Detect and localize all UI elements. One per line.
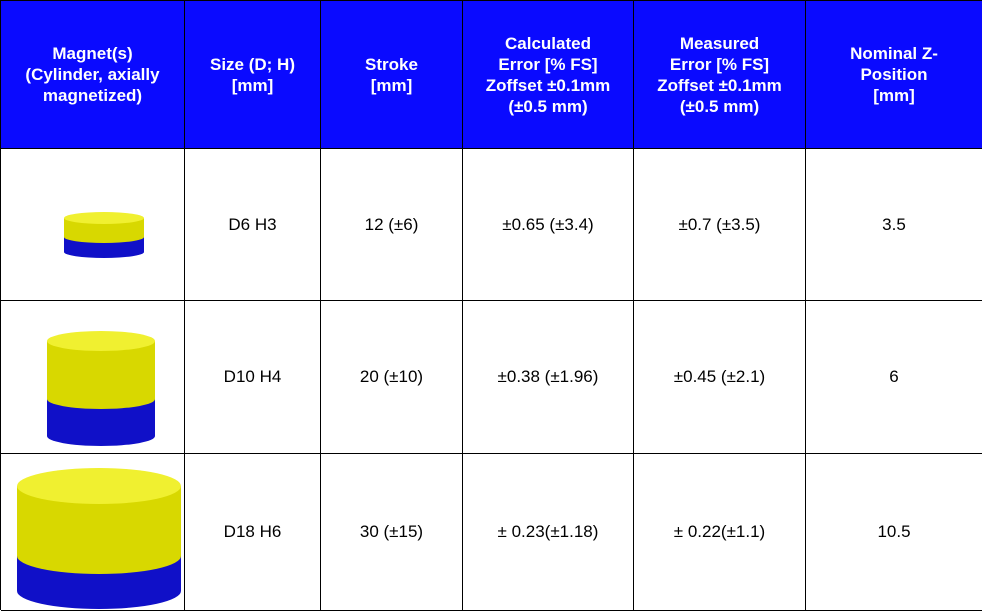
magnet-north xyxy=(47,341,155,409)
header-line: Calculated xyxy=(505,33,591,53)
table-cell: 12 (±6) xyxy=(321,149,463,301)
header-line: [mm] xyxy=(873,86,915,105)
header-cell: Size (D; H) [mm] xyxy=(185,1,321,149)
table-cell: D18 H6 xyxy=(185,454,321,611)
table-cell: ±0.45 (±2.1) xyxy=(634,301,806,454)
header-line: (Cylinder, axially xyxy=(25,65,160,84)
magnet-south xyxy=(64,237,144,258)
header-line: Nominal Z- xyxy=(850,44,938,63)
header-line: Position xyxy=(860,65,928,84)
header-line: Size (D; H) xyxy=(210,54,295,74)
magnet-cell xyxy=(1,301,185,454)
table-cell: D6 H3 xyxy=(185,149,321,301)
header-line: (±0.5 mm) xyxy=(679,96,760,116)
header-cell: Stroke [mm] xyxy=(321,1,463,149)
magnet-top xyxy=(64,212,144,224)
table-cell: 3.5 xyxy=(806,149,982,301)
header-cell: Measured Error [% FS] Zoffset ±0.1mm (±0.5 … xyxy=(634,1,806,149)
magnet-image xyxy=(47,331,155,446)
header-line: Error [% FS] xyxy=(669,54,770,74)
header-line: (±0.5 mm) xyxy=(508,96,588,116)
table-cell: D10 H4 xyxy=(185,301,321,454)
magnet-top xyxy=(17,468,181,504)
magnet-cell xyxy=(1,149,185,301)
header-cell: Nominal Z- Position [mm] xyxy=(806,1,982,149)
magnet-north xyxy=(17,486,181,574)
table-cell: ±0.65 (±3.4) xyxy=(463,149,634,301)
header-line: [mm] xyxy=(231,75,274,95)
table-cell: 6 xyxy=(806,301,982,454)
header-line: Measured xyxy=(679,33,760,53)
magnet-south xyxy=(47,399,155,446)
table-cell: 10.5 xyxy=(806,454,982,611)
header-line: Stroke xyxy=(365,54,418,74)
header-cell: Magnet(s) (Cylinder, axially magnetized) xyxy=(1,1,185,149)
table-cell: 30 (±15) xyxy=(321,454,463,611)
table-cell: ±0.7 (±3.5) xyxy=(634,149,806,301)
magnet-top xyxy=(47,331,155,351)
table-cell: ± 0.22(±1.1) xyxy=(634,454,806,611)
table-cell: ±0.38 (±1.96) xyxy=(463,301,634,454)
header-line: Error [% FS] xyxy=(498,54,598,74)
header-line: Magnet(s) xyxy=(52,44,133,63)
header-cell: Calculated Error [% FS] Zoffset ±0.1mm (±0.… xyxy=(463,1,634,149)
header-line: magnetized) xyxy=(42,86,143,105)
magnet-north xyxy=(64,218,144,243)
magnet-image xyxy=(17,468,181,609)
table-cell: ± 0.23(±1.18) xyxy=(463,454,634,611)
header-line: [mm] xyxy=(370,75,413,95)
magnet-cell xyxy=(1,454,185,611)
header-line: Zoffset ±0.1mm xyxy=(657,75,782,95)
magnet-image xyxy=(64,212,144,258)
header-line: Zoffset ±0.1mm xyxy=(485,75,611,95)
table-cell: 20 (±10) xyxy=(321,301,463,454)
